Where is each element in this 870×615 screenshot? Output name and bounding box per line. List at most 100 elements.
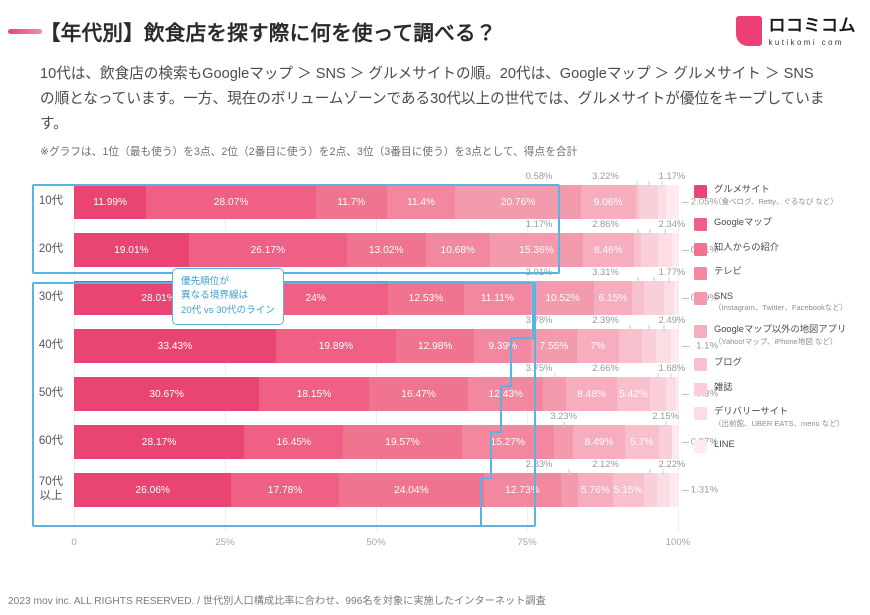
segment-value-label: 11.11% [480,292,514,304]
segment-value-label: 7.55% [539,340,569,352]
legend-sublabel: （Yahoo!マップ、iPhone地図 など） [714,336,838,346]
stacked-bar: 30.67% 18.15% 16.47% 12.43% 8.48% 5.42% 0.3% 3.… [74,362,718,411]
legend-label: Googleマップ以外の地図アプリ [714,323,847,334]
segment-value-label: 24.04% [394,484,429,496]
bar-segment: 33.43% [74,329,276,363]
segment-value-label: 12.53% [408,292,444,304]
segment-leader-label: 2.49% [658,314,686,325]
legend-item[interactable]: 知人からの紹介 [694,242,870,256]
bar-segment: 16.47% [368,377,469,411]
row-label: 30代 [38,291,64,304]
leader-tick [637,277,639,283]
segment-value-label: 8.46% [593,244,623,256]
stacked-bar: 28.01%24%12.53%11.11%10.52%6.15%0.59%2.0… [74,266,718,315]
segment-leader-label: 2.15% [652,410,679,421]
legend-swatch-icon [694,267,707,281]
bar-segment [641,233,659,267]
legend-text: SNS （Instagram、Twitter、Facebookなど） [714,291,847,314]
logo-sub-text: kutikomi com [768,37,844,47]
legend-text: LINE [714,439,735,451]
segment-value-label: 16.45% [276,436,312,448]
bar-segment: 9.06% [580,185,636,219]
bar-segment: 16.45% [244,425,344,459]
segment-leader-label: 2.12% [592,458,619,469]
segment-leader-label: 1.77% [658,266,686,277]
bar-segment: 28.07% [146,185,316,219]
legend-item[interactable]: ブログ [694,357,870,372]
tail-leader-line [682,298,689,299]
bar-segment: 8.49% [573,425,625,459]
legend-item[interactable]: Googleマップ [694,217,870,232]
bar-segment: 11.11% [463,281,531,315]
bar-segment [674,281,678,315]
legend-swatch-icon [694,358,707,372]
legend-text: デリバリーサイト （出前館、UBER EATS、menu など） [714,406,844,429]
bar-segment [633,233,642,267]
segment-leader-label: 3.22% [592,170,619,181]
bar-segment: 30.67% [74,377,260,411]
segment-tail-label: 0.3% [696,388,718,400]
legend-item[interactable]: Googleマップ以外の地図アプリ （Yahoo!マップ、iPhone地図 など） [694,324,870,347]
legend-swatch-icon [694,185,707,198]
legend-item[interactable]: テレビ [694,266,870,281]
chart-row: 70代 以上 26.06% 17.78% 24.04% 12.73% 5.76% 5.15% 1… [28,458,718,514]
legend-sublabel: （食べログ、Retty、ぐるなび など） [714,196,838,206]
bar-segment [671,329,678,363]
bar-segment [656,329,672,363]
tail-leader-line [682,490,689,491]
legend-label: Googleマップ [714,217,772,228]
segment-value-label: 9.06% [593,196,623,208]
bar-segment [635,185,640,219]
bar-segment: 12.53% [388,281,464,315]
methodology-note: ※グラフは、1位（最も使う）を3点、2位（2番目に使う）を2点、3位（3番目に使… [40,146,578,158]
segment-value-label: 28.17% [141,436,177,448]
bar-segment: 13.02% [346,233,426,267]
segment-value-label: 19.89% [318,340,354,352]
legend-item[interactable]: SNS （Instagram、Twitter、Facebookなど） [694,291,870,314]
bar-segment: 28.17% [74,425,245,459]
tail-leader-line [682,346,689,347]
segment-value-label: 5.15% [613,484,643,496]
tail-leader-line [682,202,689,203]
bar-segment [641,329,657,363]
tail-leader-line [682,394,689,395]
bar-segment: 5.42% [617,377,650,411]
segment-tail-label: 1.31% [690,484,718,496]
segment-value-label: 26.06% [135,484,170,496]
callout-annotation: 優先順位が 異なる境界線は 20代 vs 30代のライン [172,268,284,326]
legend-label: デリバリーサイト [714,406,789,417]
chart-row: 30代28.01%24%12.53%11.11%10.52%6.15%0.59%… [28,266,718,322]
bar-segment: 9.39% [474,329,532,363]
leader-tick [649,229,651,235]
legend-item[interactable]: 雑誌 [694,382,870,396]
legend-label: SNS [714,290,734,301]
bar-segment [618,329,642,363]
segment-leader-label: 1.17% [658,170,686,181]
axis-tick-label: 50% [366,537,386,548]
bar-segment [553,425,574,459]
row-label: 60代 [38,435,64,448]
segment-leader-label: 2.01% [525,266,553,277]
bar-segment [643,473,657,507]
segment-value-label: 10.52% [545,292,580,304]
bar-segment [676,377,678,411]
bar-segment: 19.57% [343,425,462,459]
leader-tick [662,469,664,475]
segment-value-label: 15.27% [490,436,526,448]
legend-text: Googleマップ以外の地図アプリ （Yahoo!マップ、iPhone地図 など） [714,324,846,347]
bar-segment: 8.48% [566,377,618,411]
callout-line-2: 異なる境界線は [181,290,249,302]
legend-item[interactable]: デリバリーサイト （出前館、UBER EATS、menu など） [694,406,870,429]
segment-leader-label: 2.86% [592,218,619,229]
bar-segment: 12.98% [396,329,475,363]
bar-segment: 15.36% [490,233,583,267]
chart-row: 10代 11.99% 28.07% 11.7% 11.4% 20.76% 9.06% 2.05… [28,170,718,226]
legend-item[interactable]: グルメサイト （食べログ、Retty、ぐるなび など） [694,184,870,207]
legend-item[interactable]: LINE [694,439,870,454]
segment-value-label: 17.78% [267,484,303,496]
bar-segment [643,281,664,315]
row-label: 20代 [38,243,64,256]
leader-tick [670,373,672,379]
segment-value-label: 19.01% [114,244,149,256]
leader-tick [563,421,565,427]
